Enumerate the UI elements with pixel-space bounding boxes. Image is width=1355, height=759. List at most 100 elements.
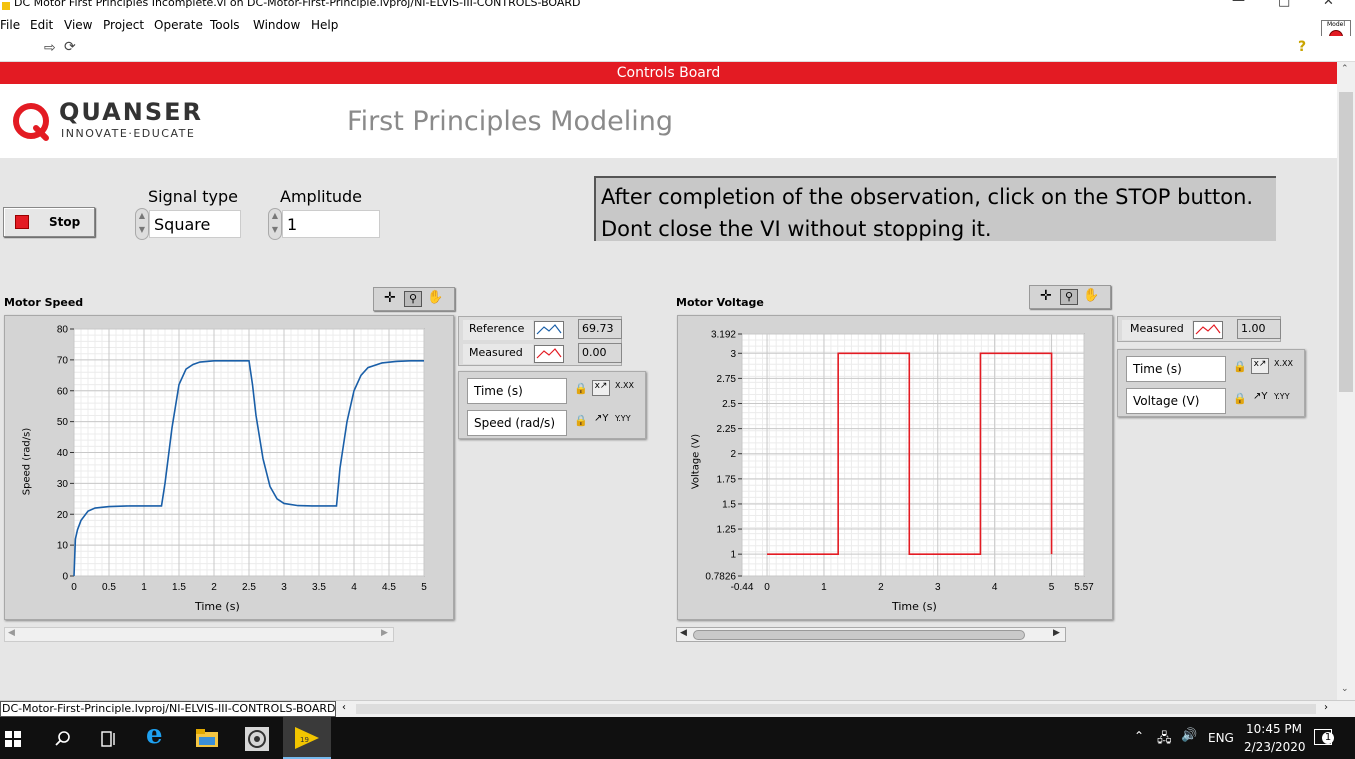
search-icon[interactable] — [54, 730, 72, 748]
speed-graph-frame: Speed (rad/s) Time (s) 0 0.5 1 1.5 2 2.5 3 3.5 4… — [4, 315, 454, 620]
page-header: QUANSER INNOVATE·EDUCATE First Principle… — [0, 84, 1337, 158]
minimize-icon[interactable]: — — [1232, 0, 1245, 8]
autoscale-x-icon[interactable]: x↗ — [592, 380, 610, 396]
maximize-icon[interactable]: □ — [1278, 0, 1291, 9]
legend-measured-swatch[interactable] — [1193, 321, 1223, 339]
x-tick-label: 0.5 — [102, 582, 116, 593]
scroll-left-icon[interactable]: ‹ — [342, 702, 346, 713]
horizontal-scroll-track[interactable] — [356, 704, 1316, 714]
amplitude-stepper[interactable]: ▲ ▼ — [268, 208, 282, 240]
autoscale-y-icon[interactable]: ↗Y — [594, 413, 609, 424]
x-tick-label: 4 — [992, 582, 998, 593]
autoscale-x-icon[interactable]: x↗ — [1251, 358, 1269, 374]
menu-edit[interactable]: Edit — [30, 18, 54, 32]
lock-y-icon[interactable]: 🔒 — [1233, 392, 1247, 405]
show-hidden-icons-icon[interactable]: ⌃ — [1134, 729, 1145, 743]
status-bar: DC-Motor-First-Principle.lvproj/NI-ELVIS… — [0, 700, 1355, 717]
labview-vi-taskbar-button[interactable]: 19 — [283, 717, 331, 759]
file-explorer-icon[interactable] — [196, 729, 218, 747]
clock-time[interactable]: 10:45 PM — [1246, 722, 1302, 736]
speed-y-scale-name: Speed (rad/s) — [467, 410, 567, 436]
y-tick-label: 1.75 — [717, 474, 737, 485]
voltage-graph-plot[interactable]: -0.44 0 1 2 3 4 5 5.57 0.7826 1 1.25 1.5 1.75 2 2.25 2.… — [678, 316, 1114, 616]
svg-text:19: 19 — [300, 736, 309, 744]
voltage-graph-scrollbar[interactable]: ◀ ▶ — [676, 627, 1066, 642]
signal-type-ring[interactable]: ▲ ▼ Square — [135, 208, 243, 240]
speed-graph-scrollbar[interactable]: ◀ ▶ — [4, 627, 394, 642]
zoom-tool-icon[interactable]: ⚲ — [404, 291, 422, 307]
lock-x-icon[interactable]: 🔒 — [1233, 360, 1247, 373]
scroll-right-icon[interactable]: › — [1324, 702, 1328, 713]
menu-window[interactable]: Window — [253, 18, 301, 32]
cursor-tool-icon[interactable]: ✛ — [1040, 288, 1052, 304]
menu-project[interactable]: Project — [103, 18, 145, 32]
x-tick-label: 4.5 — [382, 582, 396, 593]
volume-icon[interactable]: 🔊 — [1181, 728, 1198, 743]
x-tick-label: 3 — [281, 582, 287, 593]
menu-file[interactable]: File — [0, 18, 21, 32]
legend-measured-swatch[interactable] — [534, 345, 564, 363]
amplitude-control[interactable]: ▲ ▼ 1 — [268, 208, 380, 240]
signal-type-value[interactable]: Square — [149, 210, 241, 238]
cursor-tool-icon[interactable]: ✛ — [384, 290, 396, 306]
menu-tools[interactable]: Tools — [210, 18, 240, 32]
labview-project-icon[interactable] — [245, 727, 269, 751]
pan-tool-icon[interactable]: ✋ — [1083, 288, 1100, 303]
help-icon[interactable]: ? — [1298, 39, 1307, 55]
run-continuously-icon[interactable]: ⟳ — [64, 39, 76, 55]
scroll-thumb[interactable] — [1339, 92, 1353, 392]
x-tick-label: 1 — [141, 582, 147, 593]
scroll-left-icon[interactable]: ◀ — [680, 628, 687, 638]
menu-help[interactable]: Help — [311, 18, 339, 32]
scroll-left-icon[interactable]: ◀ — [8, 628, 15, 638]
network-icon[interactable]: 🖧 — [1157, 731, 1172, 746]
scroll-up-icon[interactable]: ⌃ — [1341, 64, 1349, 74]
clock-date[interactable]: 2/23/2020 — [1244, 740, 1306, 754]
lock-x-icon[interactable]: 🔒 — [574, 382, 588, 395]
run-arrow-icon[interactable]: ⇨ — [44, 40, 56, 56]
windows-start-icon[interactable] — [5, 731, 21, 747]
voltage-graph-palette: ✛ ⚲ ✋ — [1029, 285, 1111, 309]
app-icon — [2, 2, 10, 10]
menu-operate[interactable]: Operate — [154, 18, 203, 32]
y-tick-label: 20 — [57, 510, 69, 521]
autoscale-y-icon[interactable]: ↗Y — [1253, 391, 1268, 402]
legend-reference-swatch[interactable] — [534, 321, 564, 339]
notification-count-badge: 1 — [1322, 732, 1334, 744]
project-path: DC-Motor-First-Principle.lvproj/NI-ELVIS… — [0, 701, 336, 717]
format-y-icon[interactable]: Y.YY — [615, 414, 631, 423]
speed-x-axis-label: Time (s) — [195, 600, 240, 613]
amplitude-label: Amplitude — [280, 187, 362, 206]
lock-y-icon[interactable]: 🔒 — [574, 414, 588, 427]
x-tick-label: 2 — [878, 582, 884, 593]
voltage-x-axis-label: Time (s) — [892, 600, 937, 613]
zoom-tool-icon[interactable]: ⚲ — [1060, 289, 1078, 305]
voltage-graph-frame: Voltage (V) Time (s) -0.44 0 1 2 3 4 5 5.57 0.78… — [677, 315, 1113, 620]
x-tick-label: 1 — [821, 582, 827, 593]
voltage-y-scale-name: Voltage (V) — [1126, 388, 1226, 414]
format-x-icon[interactable]: X.XX — [1274, 359, 1293, 368]
legend-measured-value: 0.00 — [578, 343, 622, 363]
x-tick-label: 0 — [764, 582, 770, 593]
y-tick-label: 10 — [57, 541, 69, 552]
format-x-icon[interactable]: X.XX — [615, 381, 634, 390]
pan-tool-icon[interactable]: ✋ — [427, 290, 444, 305]
scroll-right-icon[interactable]: ▶ — [1053, 628, 1060, 638]
internet-explorer-icon[interactable]: e — [146, 720, 163, 750]
action-center-icon[interactable]: 1 — [1314, 729, 1334, 745]
panel-vertical-scrollbar[interactable]: ⌃ ⌄ — [1337, 62, 1355, 702]
signal-type-label: Signal type — [148, 187, 238, 206]
signal-type-stepper[interactable]: ▲ ▼ — [135, 208, 149, 240]
format-y-icon[interactable]: Y.YY — [1274, 392, 1290, 401]
amplitude-value[interactable]: 1 — [282, 210, 380, 238]
menu-view[interactable]: View — [64, 18, 93, 32]
scroll-down-icon[interactable]: ⌄ — [1341, 684, 1349, 694]
close-icon[interactable]: ✕ — [1323, 0, 1334, 9]
scroll-thumb[interactable] — [693, 630, 1025, 640]
input-language[interactable]: ENG — [1208, 731, 1234, 745]
scroll-right-icon[interactable]: ▶ — [381, 628, 388, 638]
stop-label: Stop — [49, 215, 81, 229]
stop-button[interactable]: Stop — [3, 207, 95, 237]
task-view-icon[interactable] — [100, 730, 118, 748]
